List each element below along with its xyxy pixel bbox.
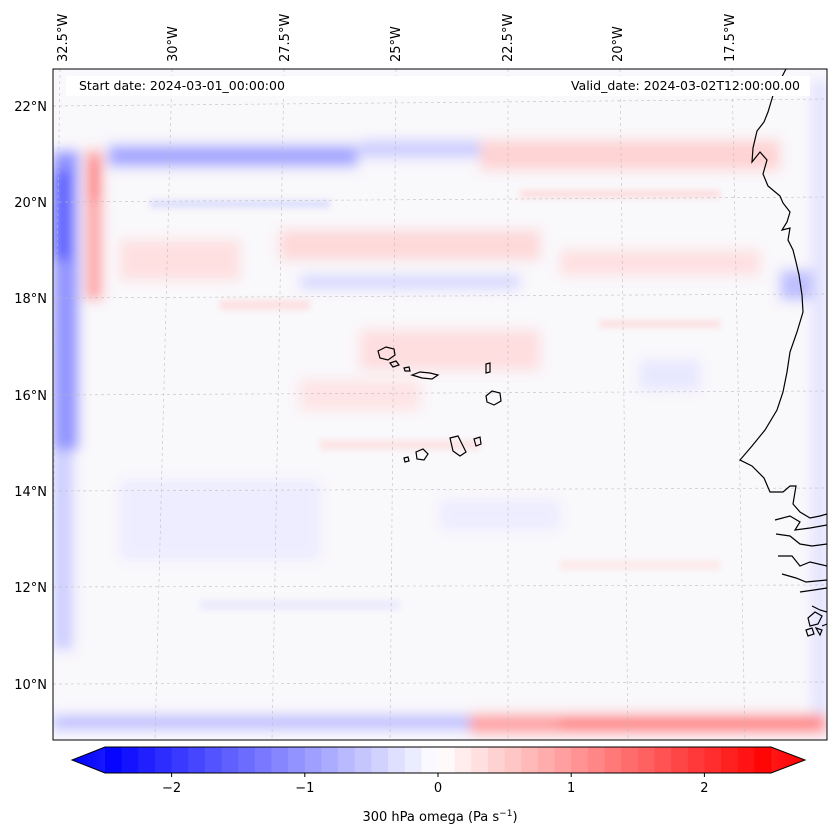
omega-field [53,69,827,740]
valid-date-label: Valid_date: 2024-03-02T12:00:00.00 [571,78,800,93]
colorbar-step [121,747,139,773]
lon-label-32-5w: 32.5°W [56,14,71,62]
colorbar-tick-label: 2 [700,781,708,796]
colorbar-step [271,747,289,773]
colorbar-step [721,747,739,773]
island-sal [485,362,491,374]
colorbar-step [654,747,672,773]
lon-label-25w: 25°W [389,26,404,62]
lat-label-20n: 20°N [14,196,47,211]
map-frame [52,68,828,741]
lon-label-30w: 30°W [166,26,181,62]
colorbar-outline [70,746,807,774]
colorbar-step [487,747,506,773]
colorbar-step [438,747,456,773]
header-band [66,76,810,96]
lat-label-12n: 12°N [14,581,47,596]
colorbar-step [621,747,639,773]
lon-label-22-5w: 22.5°W [501,14,516,62]
lat-label-14n: 14°N [14,485,47,500]
graticule [53,69,827,740]
island-santa-luzia [403,366,411,372]
colorbar-step [754,747,772,773]
latitude-labels: 22°N 20°N 18°N 16°N 14°N 12°N 10°N [14,100,47,693]
colorbar-step [454,747,472,773]
colorbar-step [537,747,556,773]
cape-verde-islands [377,346,502,463]
lon-label-27-5w: 27.5°W [278,14,293,62]
colorbar-step [504,747,522,773]
lat-label-10n: 10°N [14,678,47,693]
island-boa-vista [485,390,502,406]
colorbar-step [421,747,439,773]
colorbar-step [604,747,622,773]
colorbar-step [587,747,605,773]
lat-label-22n: 22°N [14,100,47,115]
longitude-labels: 32.5°W 30°W 27.5°W 25°W 22.5°W 20°W 17.5… [56,14,738,62]
colorbar-step [204,747,223,773]
colorbar-step [554,747,572,773]
colorbar-step [171,747,189,773]
west-africa-coastline [739,69,827,637]
colorbar-step [105,747,123,773]
colorbar-step [404,747,422,773]
lat-label-16n: 16°N [14,389,47,404]
colorbar-step [354,747,372,773]
colorbar-step [338,747,356,773]
island-fogo [415,448,429,461]
colorbar-step [671,747,689,773]
colorbar-step [321,747,339,773]
colorbar: −2 −1 0 1 2 300 hPa omega (Pa s−1) [70,746,807,825]
colorbar-step [388,747,406,773]
island-sao-nicolau [410,371,440,380]
colorbar-step [737,747,755,773]
colorbar-step [154,747,173,773]
island-maio [473,436,482,447]
colorbar-step [304,747,322,773]
colorbar-tick-labels: −2 −1 0 1 2 [162,781,709,796]
island-santiago [449,435,467,457]
colorbar-step [571,747,589,773]
colorbar-step [288,747,306,773]
colorbar-step [188,747,206,773]
colorbar-step [687,747,705,773]
start-date-label: Start date: 2024-03-01_00:00:00 [79,78,285,93]
colorbar-title: 300 hPa omega (Pa s−1) [362,809,517,825]
colorbar-ticks [171,773,705,777]
colorbar-step [254,747,272,773]
colorbar-step [637,747,655,773]
colorbar-step [521,747,539,773]
lat-label-18n: 18°N [14,292,47,307]
colorbar-step [471,747,489,773]
colorbar-step [371,747,389,773]
island-sao-vicente [389,360,400,368]
lon-label-17-5w: 17.5°W [723,14,738,62]
colorbar-step [238,747,256,773]
colorbar-tick-label: 1 [567,781,575,796]
colorbar-step [138,747,156,773]
island-brava [403,456,410,463]
colorbar-step [221,747,239,773]
colorbar-tick-label: 0 [434,781,442,796]
colorbar-tick-label: −1 [295,781,314,796]
lon-label-20w: 20°W [611,26,626,62]
colorbar-tick-label: −2 [162,781,181,796]
map-panel: Start date: 2024-03-01_00:00:00 Valid_da… [52,68,828,741]
colorbar-steps [105,747,772,773]
colorbar-step [704,747,722,773]
island-santo-antao [377,346,396,361]
